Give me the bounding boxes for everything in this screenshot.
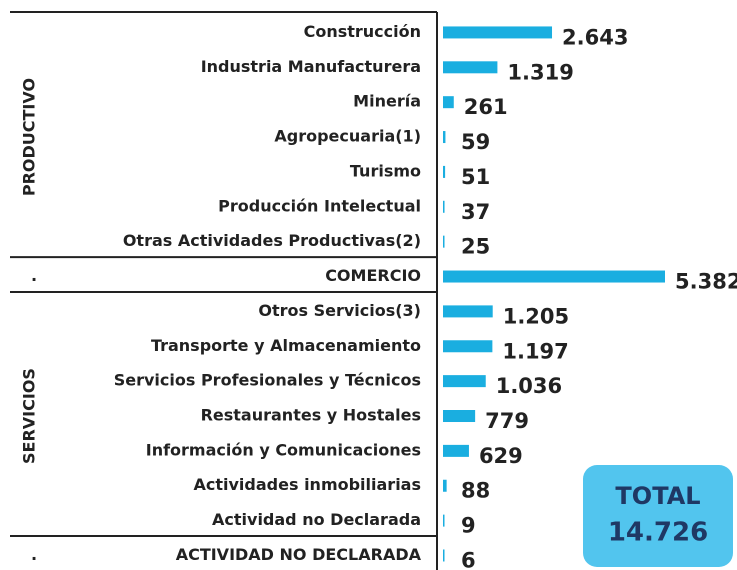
bar xyxy=(443,340,493,353)
category-label: Producción Intelectual xyxy=(218,196,421,215)
value-label: 25 xyxy=(461,235,490,259)
bar xyxy=(443,200,445,213)
value-label: 1.036 xyxy=(496,374,562,398)
category-label: COMERCIO xyxy=(325,266,421,285)
category-label: Minería xyxy=(353,92,421,111)
bar xyxy=(443,305,493,318)
value-label: 1.197 xyxy=(502,339,568,363)
bar xyxy=(443,61,498,74)
bar xyxy=(443,444,469,457)
bar xyxy=(443,165,446,178)
value-label: 51 xyxy=(461,165,490,189)
value-label: 59 xyxy=(461,130,490,154)
bar xyxy=(443,479,447,492)
value-label: 261 xyxy=(464,95,508,119)
group-label: PRODUCTIVO xyxy=(20,78,39,196)
group-label: . xyxy=(31,266,37,285)
value-label: 2.643 xyxy=(562,25,628,49)
bar xyxy=(443,235,445,248)
category-label: Construcción xyxy=(304,22,421,41)
total-box xyxy=(583,465,733,567)
category-label: ACTIVIDAD NO DECLARADA xyxy=(176,545,422,564)
total-label: TOTAL xyxy=(615,482,700,510)
group-label: . xyxy=(31,545,37,564)
bar xyxy=(443,514,445,527)
category-label: Actividad no Declarada xyxy=(212,510,421,529)
value-label: 1.319 xyxy=(507,60,573,84)
category-label: Agropecuaria(1) xyxy=(274,127,421,146)
value-label: 779 xyxy=(485,409,529,433)
category-label: Actividades inmobiliarias xyxy=(194,475,422,494)
value-label: 88 xyxy=(461,479,490,503)
bar xyxy=(443,375,486,388)
value-label: 9 xyxy=(461,514,476,538)
value-label: 6 xyxy=(461,548,476,570)
bar xyxy=(443,131,446,144)
category-label: Servicios Profesionales y Técnicos xyxy=(114,371,421,390)
group-label: SERVICIOS xyxy=(20,368,39,464)
category-label: Transporte y Almacenamiento xyxy=(151,336,421,355)
value-label: 5.382 xyxy=(675,270,737,294)
category-label: Información y Comunicaciones xyxy=(146,440,421,459)
bar xyxy=(443,549,445,562)
bar xyxy=(443,26,553,39)
category-label: Industria Manufacturera xyxy=(201,57,421,76)
bar xyxy=(443,96,454,109)
total-value: 14.726 xyxy=(608,518,708,548)
bar xyxy=(443,410,476,423)
bar xyxy=(443,270,665,283)
category-label: Otros Servicios(3) xyxy=(258,301,421,320)
value-label: 629 xyxy=(479,444,523,468)
value-label: 1.205 xyxy=(503,304,569,328)
value-label: 37 xyxy=(461,200,490,224)
category-label: Restaurantes y Hostales xyxy=(201,406,421,425)
category-label: Turismo xyxy=(350,161,421,180)
category-label: Otras Actividades Productivas(2) xyxy=(123,231,421,250)
